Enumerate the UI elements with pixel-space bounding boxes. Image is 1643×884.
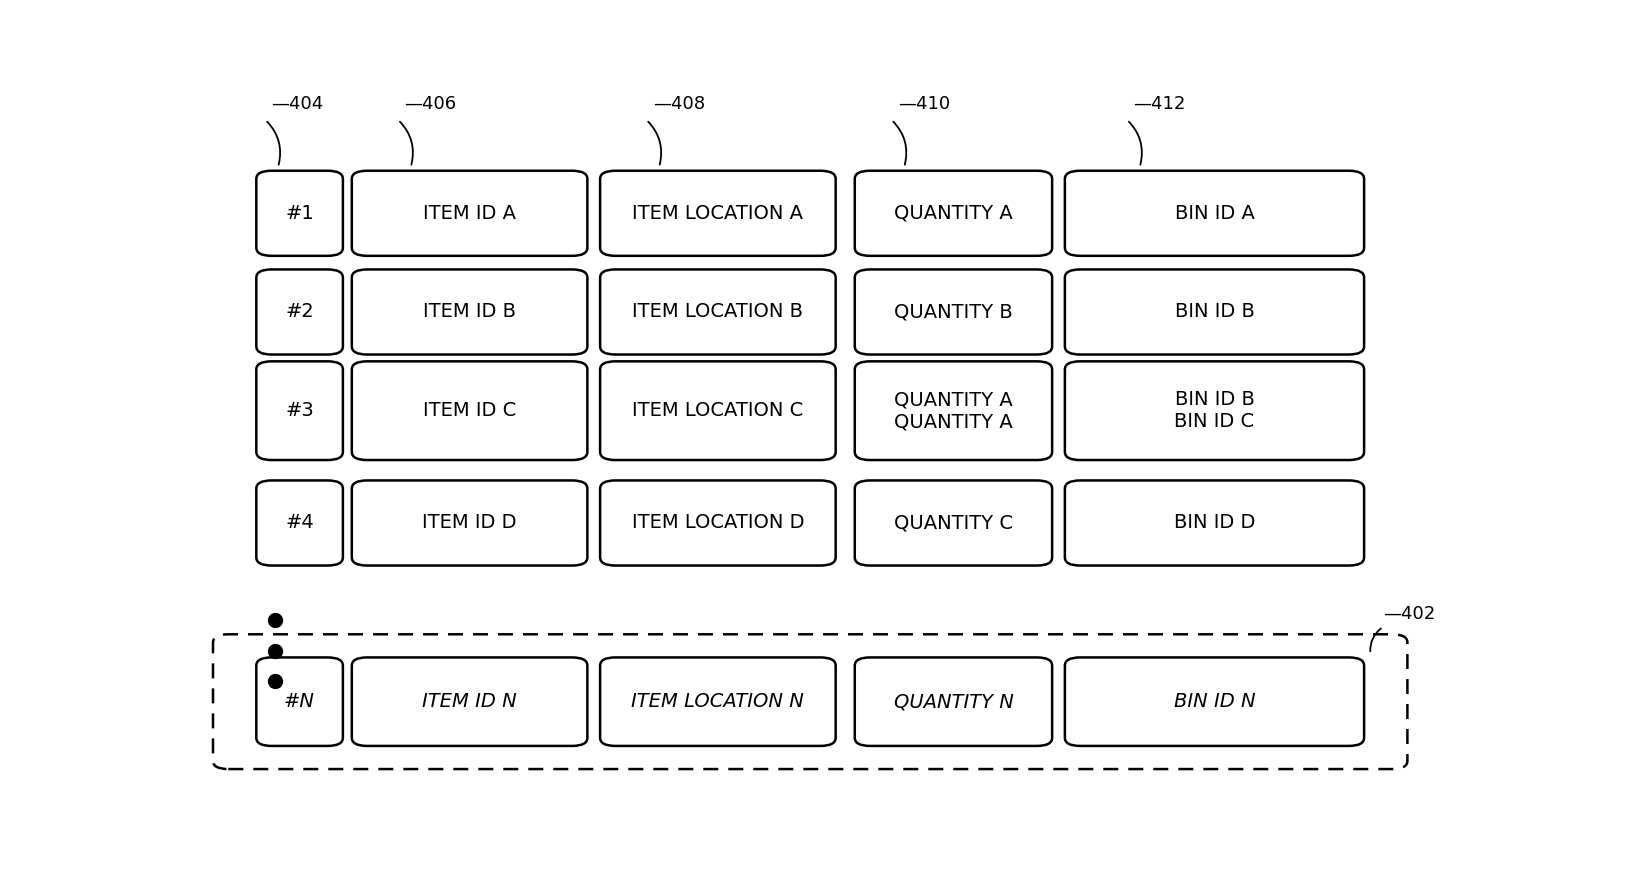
Text: QUANTITY A: QUANTITY A [894, 204, 1012, 223]
FancyBboxPatch shape [352, 658, 588, 746]
Text: BIN ID B
BIN ID C: BIN ID B BIN ID C [1175, 390, 1255, 431]
FancyBboxPatch shape [1065, 658, 1364, 746]
FancyBboxPatch shape [1065, 481, 1364, 566]
FancyBboxPatch shape [1065, 171, 1364, 255]
Text: ITEM ID D: ITEM ID D [422, 514, 518, 532]
Text: BIN ID B: BIN ID B [1175, 302, 1254, 322]
FancyBboxPatch shape [256, 481, 343, 566]
Text: QUANTITY C: QUANTITY C [894, 514, 1014, 532]
Text: ITEM ID A: ITEM ID A [424, 204, 516, 223]
FancyBboxPatch shape [854, 362, 1052, 460]
Text: BIN ID A: BIN ID A [1175, 204, 1254, 223]
FancyBboxPatch shape [600, 171, 836, 255]
FancyBboxPatch shape [352, 481, 588, 566]
Text: ITEM LOCATION B: ITEM LOCATION B [633, 302, 803, 322]
FancyBboxPatch shape [256, 362, 343, 460]
FancyBboxPatch shape [1065, 362, 1364, 460]
Text: #N: #N [284, 692, 315, 711]
FancyBboxPatch shape [600, 270, 836, 354]
Text: ITEM ID B: ITEM ID B [424, 302, 516, 322]
Text: —408: —408 [652, 95, 705, 113]
Text: —404: —404 [271, 95, 324, 113]
FancyBboxPatch shape [854, 658, 1052, 746]
Text: —406: —406 [404, 95, 457, 113]
FancyBboxPatch shape [600, 658, 836, 746]
FancyBboxPatch shape [256, 658, 343, 746]
Text: ITEM LOCATION N: ITEM LOCATION N [631, 692, 805, 711]
Text: ITEM LOCATION C: ITEM LOCATION C [633, 401, 803, 420]
FancyBboxPatch shape [854, 270, 1052, 354]
Text: —412: —412 [1134, 95, 1186, 113]
FancyBboxPatch shape [854, 481, 1052, 566]
FancyBboxPatch shape [352, 171, 588, 255]
Text: ITEM ID C: ITEM ID C [422, 401, 516, 420]
FancyBboxPatch shape [854, 171, 1052, 255]
Text: ITEM LOCATION A: ITEM LOCATION A [633, 204, 803, 223]
Text: BIN ID N: BIN ID N [1173, 692, 1255, 711]
Text: —410: —410 [897, 95, 950, 113]
FancyBboxPatch shape [256, 270, 343, 354]
Text: ITEM LOCATION D: ITEM LOCATION D [631, 514, 803, 532]
FancyBboxPatch shape [352, 362, 588, 460]
Text: QUANTITY A
QUANTITY A: QUANTITY A QUANTITY A [894, 390, 1012, 431]
Text: ITEM ID N: ITEM ID N [422, 692, 518, 711]
Text: QUANTITY N: QUANTITY N [894, 692, 1014, 711]
Text: BIN ID D: BIN ID D [1173, 514, 1255, 532]
FancyBboxPatch shape [1065, 270, 1364, 354]
Text: #2: #2 [286, 302, 314, 322]
Text: —402: —402 [1383, 606, 1436, 623]
Text: #4: #4 [286, 514, 314, 532]
Text: QUANTITY B: QUANTITY B [894, 302, 1012, 322]
FancyBboxPatch shape [352, 270, 588, 354]
Text: #3: #3 [286, 401, 314, 420]
Text: #1: #1 [286, 204, 314, 223]
FancyBboxPatch shape [600, 481, 836, 566]
FancyBboxPatch shape [256, 171, 343, 255]
FancyBboxPatch shape [600, 362, 836, 460]
